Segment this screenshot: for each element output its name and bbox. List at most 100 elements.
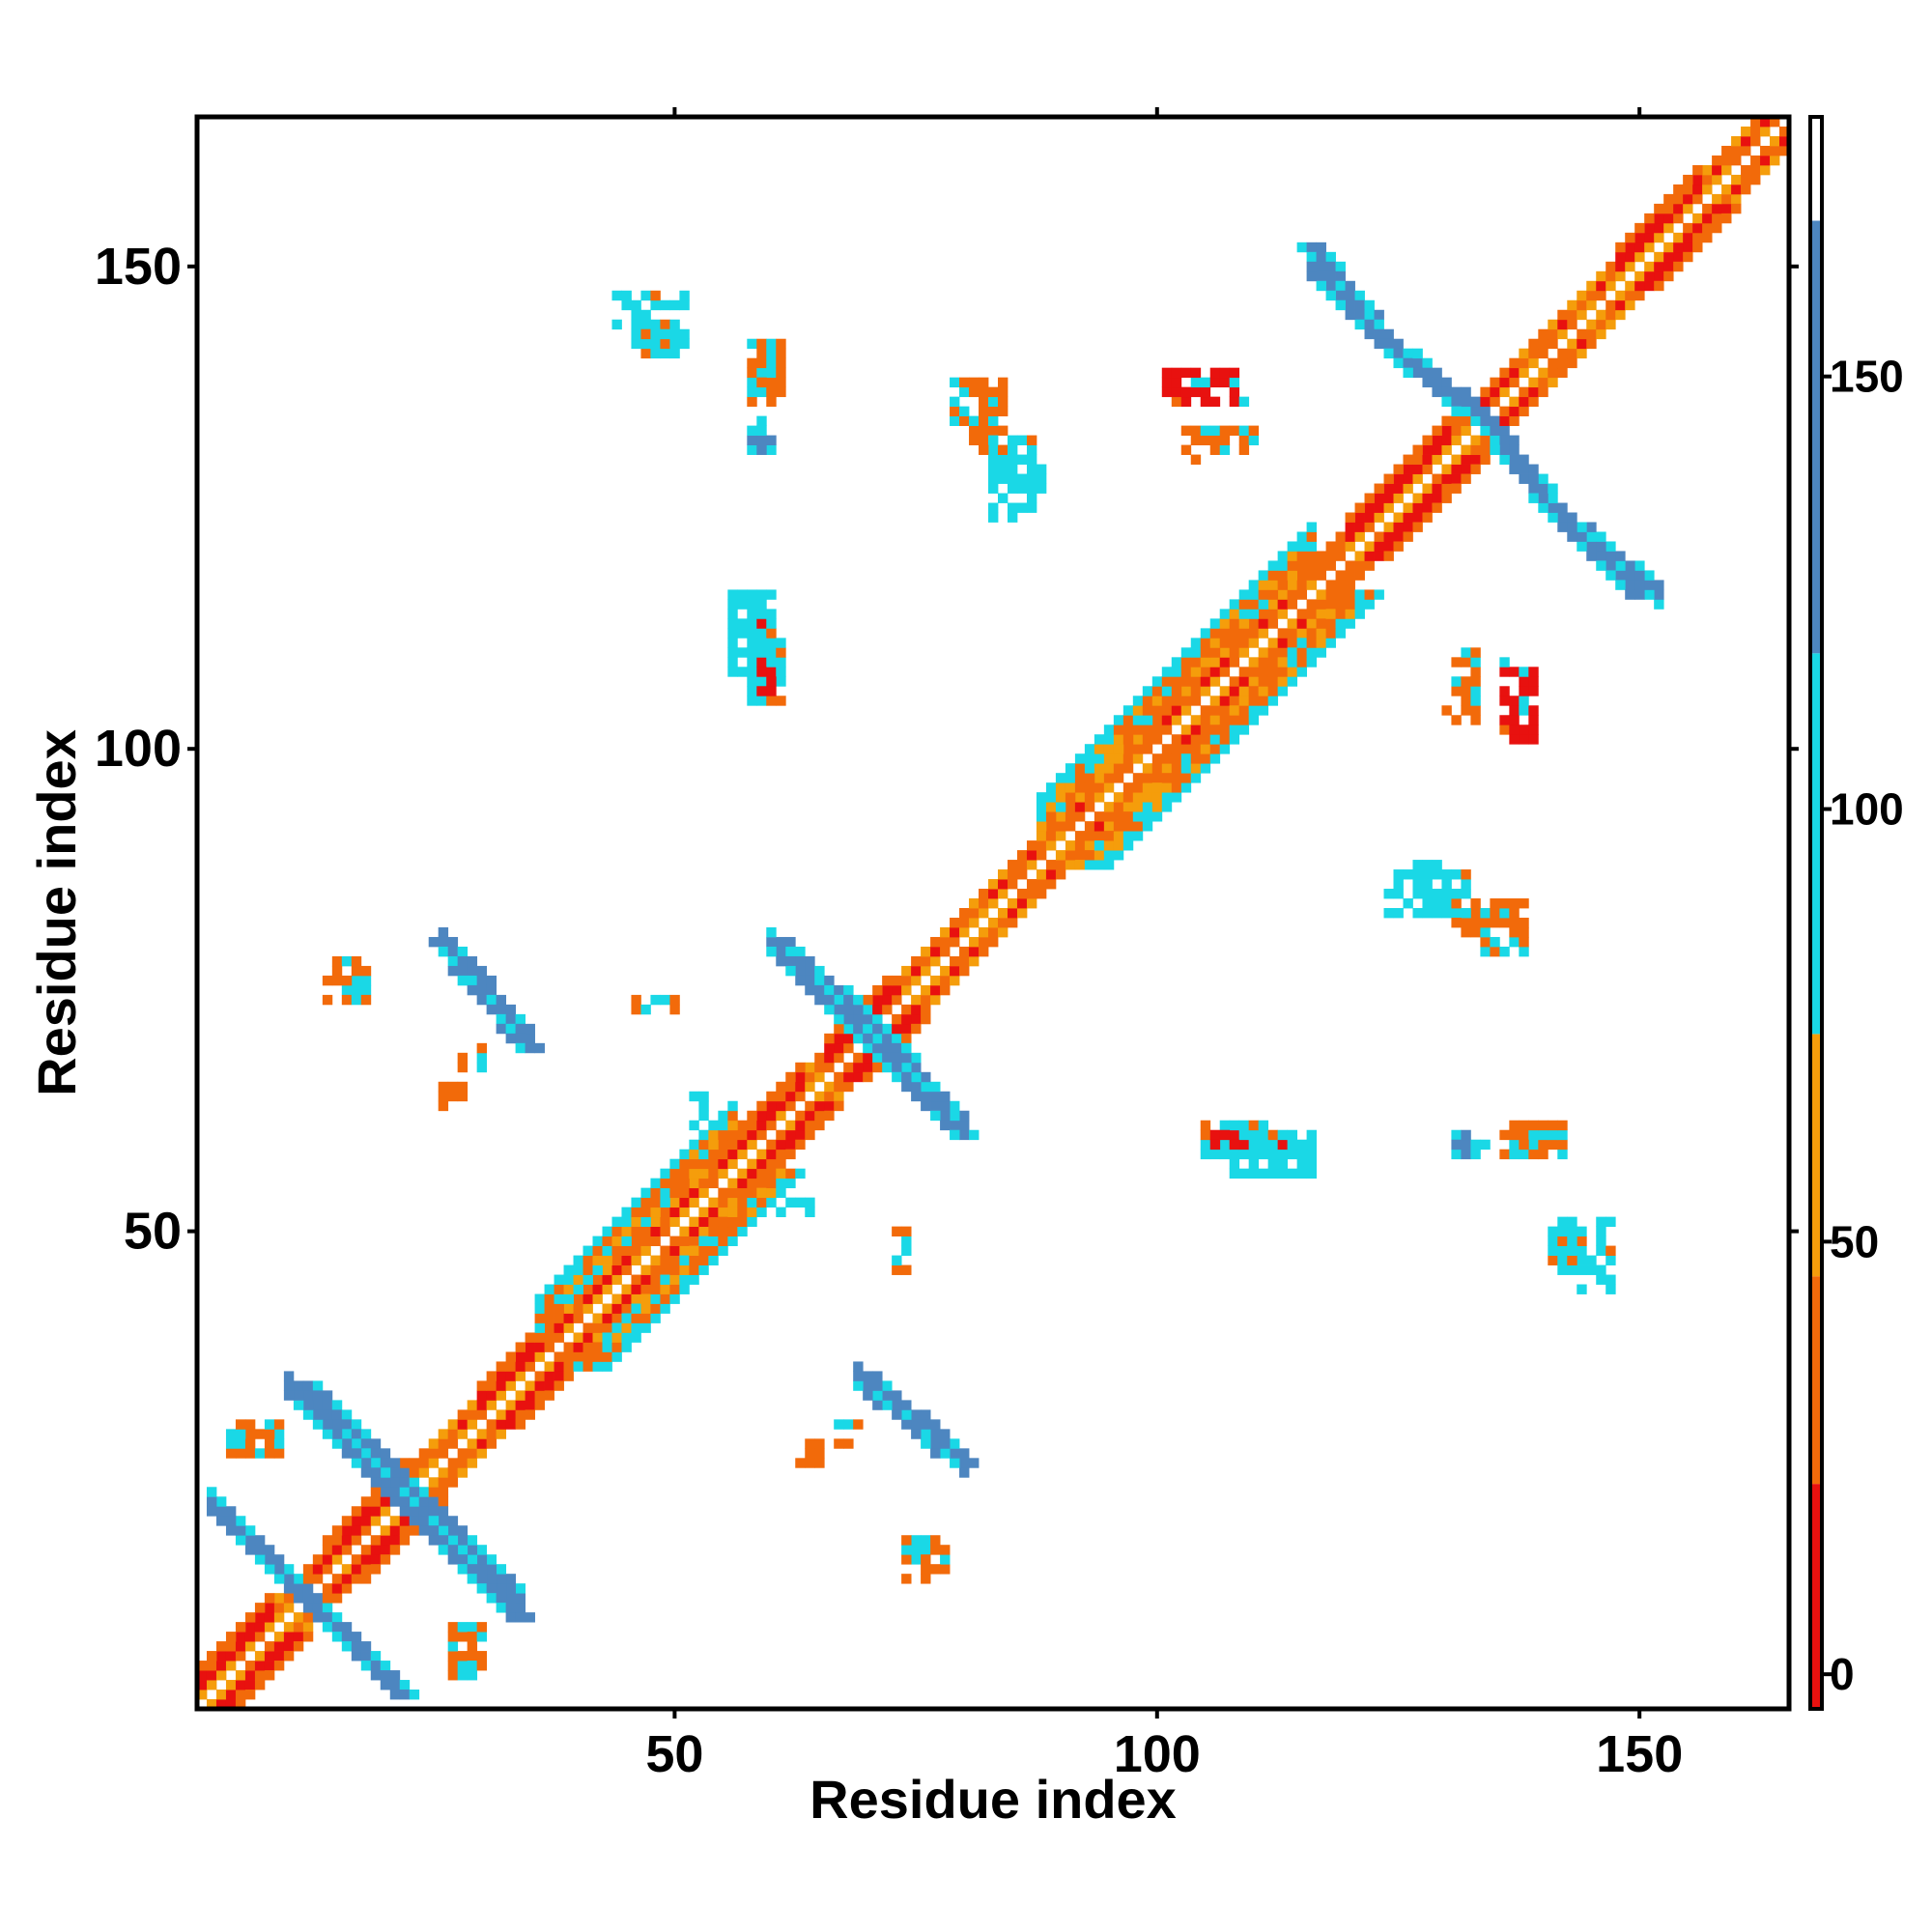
- heatmap-cell: [496, 1574, 507, 1584]
- heatmap-cell: [1238, 444, 1250, 455]
- heatmap-cell: [1316, 270, 1326, 282]
- heatmap-cell: [756, 609, 767, 619]
- heatmap-cell: [1519, 1120, 1529, 1131]
- heatmap-cell: [1441, 879, 1452, 890]
- heatmap-cell: [708, 1236, 719, 1246]
- heatmap-cell: [1538, 1129, 1548, 1141]
- heatmap-cell: [592, 1245, 603, 1256]
- heatmap-cell: [1605, 1245, 1616, 1256]
- heatmap-cell: [766, 1168, 777, 1179]
- heatmap-cell: [747, 1120, 757, 1131]
- heatmap-cell: [283, 1603, 295, 1613]
- heatmap-cell: [766, 444, 777, 455]
- heatmap-cells: [197, 117, 1790, 1710]
- heatmap-cell: [293, 1632, 304, 1642]
- heatmap-cell: [921, 984, 931, 996]
- heatmap-cell: [351, 965, 362, 977]
- heatmap-cell: [1316, 242, 1326, 253]
- heatmap-cell: [1451, 908, 1462, 919]
- heatmap-cell: [399, 1506, 411, 1517]
- heatmap-cell: [1548, 1139, 1558, 1151]
- heatmap-cell: [1596, 1264, 1606, 1275]
- heatmap-cell: [1625, 560, 1635, 571]
- heatmap-cell: [1180, 763, 1192, 774]
- heatmap-cell: [1538, 1120, 1548, 1131]
- heatmap-cell: [438, 1448, 449, 1459]
- heatmap-cell: [1248, 609, 1260, 619]
- heatmap-cell: [1316, 560, 1326, 571]
- heatmap-cell: [988, 464, 999, 474]
- heatmap-cell: [582, 1264, 593, 1275]
- heatmap-cell: [969, 435, 980, 445]
- heatmap-cell: [901, 975, 912, 986]
- heatmap-cell: [602, 1226, 612, 1236]
- heatmap-cell: [950, 396, 960, 408]
- heatmap-cell: [273, 1448, 285, 1459]
- heatmap-cell: [959, 917, 970, 928]
- heatmap-cell: [322, 1419, 333, 1430]
- heatmap-cell: [380, 1496, 391, 1507]
- heatmap-cell: [1248, 1149, 1260, 1160]
- heatmap-cell: [631, 1255, 641, 1265]
- heatmap-cell: [496, 1429, 507, 1439]
- heatmap-cell: [718, 1129, 728, 1141]
- heatmap-cell: [1345, 290, 1355, 301]
- heatmap-cell: [1577, 290, 1587, 301]
- heatmap-cell: [679, 1255, 690, 1265]
- heatmap-cell: [1325, 589, 1336, 600]
- heatmap-cell: [901, 1013, 912, 1025]
- heatmap-cell: [795, 975, 806, 986]
- heatmap-cell: [554, 1332, 564, 1343]
- heatmap-cell: [1267, 1139, 1279, 1151]
- heatmap-cell: [1122, 782, 1134, 793]
- heatmap-cell: [679, 328, 690, 340]
- heatmap-cell: [1306, 1149, 1317, 1160]
- heatmap-cell: [1470, 926, 1481, 938]
- heatmap-cell: [650, 299, 661, 311]
- heatmap-cell: [457, 946, 469, 957]
- heatmap-cell: [1567, 531, 1577, 542]
- heatmap-cell: [785, 1100, 796, 1112]
- heatmap-cell: [1074, 840, 1086, 851]
- heatmap-cell: [244, 1419, 256, 1430]
- heatmap-cell: [1461, 696, 1471, 706]
- heatmap-cell: [1519, 667, 1529, 677]
- heatmap-cell: [1625, 280, 1635, 292]
- heatmap-cell: [766, 348, 777, 359]
- heatmap-cell: [1731, 184, 1742, 195]
- heatmap-cell: [1248, 628, 1260, 639]
- heatmap-cell: [563, 1361, 574, 1372]
- heatmap-cell: [950, 1448, 960, 1459]
- heatmap-cell: [805, 1448, 815, 1459]
- heatmap-cell: [351, 1535, 362, 1546]
- heatmap-cell: [882, 994, 893, 1006]
- heatmap-cell: [264, 1670, 275, 1681]
- heatmap-cell: [1509, 396, 1520, 408]
- heatmap-cell: [457, 1467, 469, 1478]
- heatmap-cell: [1470, 464, 1481, 474]
- heatmap-cell: [341, 1545, 353, 1555]
- heatmap-cell: [679, 1178, 690, 1189]
- heatmap-cell: [959, 946, 970, 957]
- heatmap-cell: [1721, 164, 1732, 176]
- heatmap-cell: [351, 1554, 362, 1565]
- heatmap-cell: [1180, 724, 1192, 735]
- heatmap-cell: [631, 319, 641, 330]
- heatmap-cell: [1113, 744, 1124, 754]
- heatmap-cell: [766, 936, 777, 948]
- heatmap-cell: [370, 1516, 382, 1526]
- heatmap-cell: [766, 1158, 777, 1170]
- heatmap-cell: [1151, 753, 1163, 764]
- heatmap-cell: [389, 1535, 401, 1546]
- heatmap-cell: [737, 1207, 748, 1218]
- heatmap-cell: [698, 1139, 709, 1151]
- heatmap-cell: [1683, 174, 1693, 185]
- heatmap-cell: [1644, 232, 1655, 243]
- heatmap-cell: [1200, 1149, 1211, 1160]
- heatmap-cell: [1258, 589, 1269, 600]
- heatmap-cell: [640, 328, 651, 340]
- heatmap-cell: [1016, 889, 1028, 899]
- heatmap-cell: [1200, 753, 1211, 764]
- heatmap-cell: [814, 1110, 825, 1122]
- heatmap-cell: [1277, 609, 1289, 619]
